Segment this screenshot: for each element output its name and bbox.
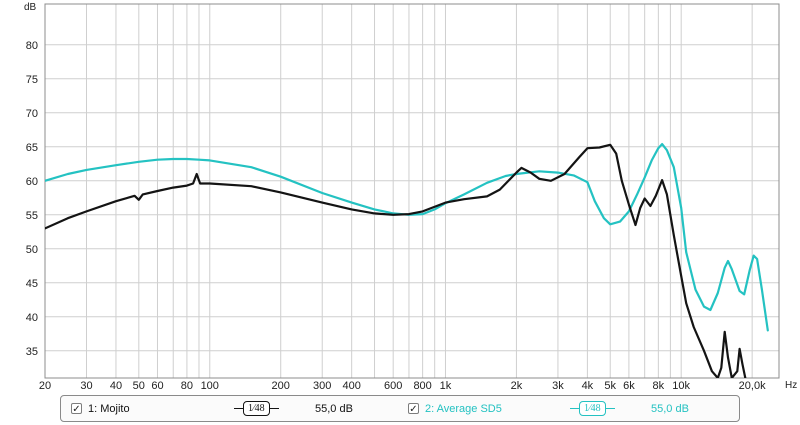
series-1-smoothing-denominator: 48 xyxy=(254,403,265,414)
series-line-1 xyxy=(45,143,747,378)
horizontal-grid xyxy=(45,44,779,352)
y-unit-label: dB xyxy=(24,2,37,13)
x-tick-label: 80 xyxy=(181,380,193,392)
y-tick-label: 65 xyxy=(26,142,38,154)
x-tick-label: 4k xyxy=(582,380,594,392)
x-tick-label: 50 xyxy=(133,380,145,392)
x-tick-label: 20,0k xyxy=(739,380,766,392)
series-line-2 xyxy=(45,143,769,332)
series-1-checkbox[interactable]: ✓ xyxy=(71,403,82,415)
y-tick-label: 75 xyxy=(26,74,38,86)
legend-bar: ✓ 1: Mojito 1 ⁄ 48 55,0 dB ✓ 2: Average SD… xyxy=(60,395,740,422)
x-tick-label: 6k xyxy=(623,380,635,392)
x-tick-label: 300 xyxy=(313,380,331,392)
x-tick-label: 400 xyxy=(342,380,360,392)
y-tick-label: 80 xyxy=(26,40,38,52)
y-tick-label: 35 xyxy=(26,346,38,358)
series-2-smoothing-tail xyxy=(605,407,615,410)
y-tick-label: 40 xyxy=(26,312,38,324)
y-tick-label: 70 xyxy=(26,108,38,120)
x-tick-label: 5k xyxy=(604,380,616,392)
series-1-label: 1: Mojito xyxy=(88,402,130,415)
x-tick-labels: 20 30 40 50 60 80 100 200 300 400 600 800 1k 2k 3k 4k 5k… xyxy=(39,380,766,392)
series-2-label: 2: Average SD5 xyxy=(425,402,502,415)
series-2-smoothing-denominator: 48 xyxy=(590,403,601,414)
series-2-checkbox[interactable]: ✓ xyxy=(408,403,419,415)
series-2-smoothing-tail xyxy=(570,407,579,410)
x-tick-label: 600 xyxy=(384,380,402,392)
x-tick-label: 1k xyxy=(440,380,452,392)
series-1-smoothing-tail xyxy=(269,407,279,410)
series-1-level: 55,0 dB xyxy=(315,402,353,415)
x-tick-label: 3k xyxy=(552,380,564,392)
x-tick-label: 100 xyxy=(201,380,219,392)
series-1-smoothing-tail xyxy=(234,407,243,410)
x-tick-label: 8k xyxy=(653,380,665,392)
x-tick-label: 60 xyxy=(151,380,163,392)
y-tick-labels: 35 40 45 50 55 60 65 70 75 80 xyxy=(26,40,38,358)
y-tick-label: 55 xyxy=(26,210,38,222)
legend-item-1[interactable]: ✓ 1: Mojito xyxy=(71,396,130,421)
x-unit-label: Hz xyxy=(785,380,797,391)
series-2-smoothing-numerator: 1 xyxy=(584,403,589,414)
x-tick-label: 30 xyxy=(80,380,92,392)
series-1-smoothing-value: 1 ⁄ 48 xyxy=(243,401,270,416)
x-tick-label: 200 xyxy=(272,380,290,392)
x-tick-label: 10k xyxy=(672,380,690,392)
y-tick-label: 60 xyxy=(26,176,38,188)
series-lines xyxy=(45,143,769,378)
plot-frame xyxy=(44,3,780,379)
x-tick-label: 800 xyxy=(413,380,431,392)
legend-item-2[interactable]: ✓ 2: Average SD5 xyxy=(408,396,502,421)
frequency-response-chart: 35 40 45 50 55 60 65 70 75 80 20 30 40 50 60 80 100 200 3… xyxy=(24,2,797,392)
series-1-smoothing-numerator: 1 xyxy=(248,403,253,414)
series-1-smoothing[interactable]: 1 ⁄ 48 xyxy=(234,401,279,416)
x-tick-label: 2k xyxy=(511,380,523,392)
series-2-level: 55,0 dB xyxy=(651,402,689,415)
series-2-smoothing-value: 1 ⁄ 48 xyxy=(579,401,606,416)
vertical-grid xyxy=(86,4,753,378)
series-2-smoothing[interactable]: 1 ⁄ 48 xyxy=(570,401,615,416)
x-tick-label: 40 xyxy=(110,380,122,392)
y-tick-label: 50 xyxy=(26,244,38,256)
y-tick-label: 45 xyxy=(26,278,38,290)
x-tick-label: 20 xyxy=(39,380,51,392)
